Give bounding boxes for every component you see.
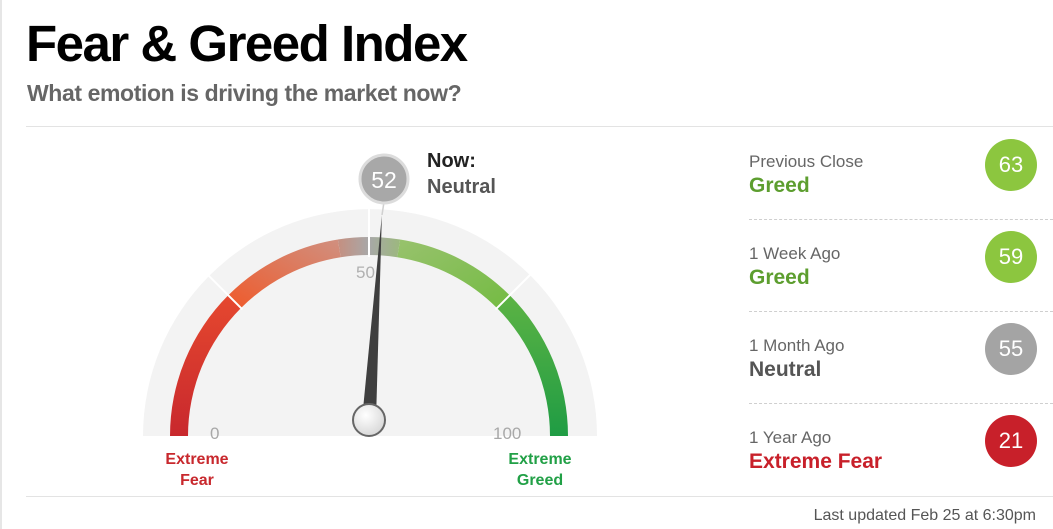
- history-item-1-week-ago: 1 Week Ago Greed 59: [749, 231, 1039, 336]
- history-divider: [749, 403, 1053, 404]
- current-value-badge: [358, 153, 410, 205]
- current-value-text: 52: [371, 167, 397, 193]
- history-rating: Greed: [749, 266, 810, 289]
- history-item-1-year-ago: 1 Year Ago Extreme Fear 21: [749, 415, 1039, 520]
- now-rating: Neutral: [427, 176, 496, 198]
- gauge-background: [143, 209, 597, 436]
- gauge-arcs: [170, 237, 568, 436]
- history-rating: Extreme Fear: [749, 450, 883, 473]
- history-period: Previous Close: [749, 152, 864, 171]
- history-score-badge: 55: [985, 323, 1037, 375]
- extreme-fear-label-line1: Extreme: [165, 451, 228, 468]
- history-score-badge: 21: [985, 415, 1037, 467]
- header-divider: [26, 126, 1053, 127]
- tick-label-min: 0: [210, 424, 219, 443]
- history-item-previous-close: Previous Close Greed 63: [749, 139, 1039, 244]
- history-divider: [749, 219, 1053, 220]
- history-period: 1 Year Ago: [749, 428, 832, 447]
- gauge-separator-tick: [207, 274, 244, 311]
- history-period: 1 Month Ago: [749, 336, 845, 355]
- gauge-ticks: [207, 208, 531, 311]
- left-border: [0, 0, 2, 529]
- extreme-greed-zone: [496, 295, 568, 436]
- tick-label-max: 100: [493, 424, 521, 443]
- history-item-1-month-ago: 1 Month Ago Neutral 55: [749, 323, 1039, 428]
- gauge-needle: [362, 215, 382, 421]
- history-rating: Neutral: [749, 358, 822, 381]
- tick-label-mid: 50: [356, 263, 375, 282]
- history-score-badge: 63: [985, 139, 1037, 191]
- gauge-separator-tick: [494, 274, 531, 311]
- extreme-fear-zone: [170, 295, 242, 436]
- now-label: Now:: [427, 150, 476, 172]
- greed-zone: [397, 239, 510, 309]
- history-period: 1 Week Ago: [749, 244, 841, 263]
- footer-divider: [26, 496, 1053, 497]
- last-updated: Last updated Feb 25 at 6:30pm: [813, 507, 1036, 524]
- extreme-greed-label-line1: Extreme: [508, 451, 571, 468]
- history-divider: [749, 311, 1053, 312]
- page-title: Fear & Greed Index: [26, 15, 468, 72]
- fear-zone: [228, 239, 341, 309]
- page-subtitle: What emotion is driving the market now?: [27, 80, 462, 106]
- needle-hub: [352, 403, 386, 437]
- extreme-greed-label-line2: Greed: [517, 472, 563, 489]
- history-rating: Greed: [749, 174, 810, 197]
- history-score-badge: 59: [985, 231, 1037, 283]
- extreme-fear-label-line2: Fear: [180, 472, 214, 489]
